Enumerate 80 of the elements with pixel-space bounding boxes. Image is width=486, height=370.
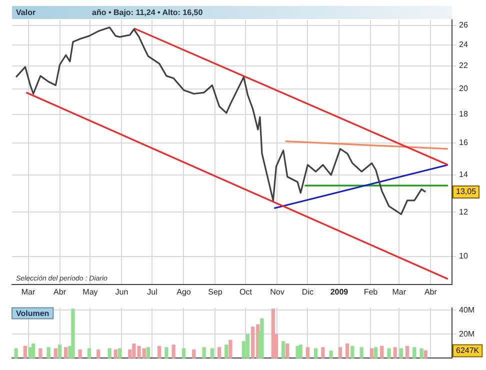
bar bbox=[281, 341, 286, 358]
x-tick-label: Mar bbox=[21, 287, 36, 296]
bar bbox=[54, 348, 58, 358]
y-tick-label: 18 bbox=[459, 110, 468, 119]
y-tick-label: 20 bbox=[459, 84, 468, 94]
bar bbox=[224, 344, 228, 358]
bar bbox=[96, 349, 100, 358]
y-tick-label: 24 bbox=[459, 40, 468, 50]
bar bbox=[32, 343, 36, 358]
bar bbox=[380, 346, 384, 358]
bar bbox=[296, 346, 300, 358]
bar bbox=[260, 318, 264, 358]
y-tick-label: 40M bbox=[459, 305, 475, 314]
text: 6247K bbox=[456, 346, 480, 355]
bar bbox=[228, 340, 232, 358]
bar bbox=[64, 347, 68, 358]
x-tick-label: May bbox=[82, 287, 98, 296]
bar bbox=[387, 348, 391, 358]
x-tick-label: Dic bbox=[302, 287, 314, 296]
y-tick-label: 14 bbox=[459, 170, 468, 180]
bar bbox=[321, 347, 325, 358]
bar bbox=[23, 346, 28, 358]
bar bbox=[246, 334, 250, 358]
bar bbox=[329, 350, 333, 358]
x-tick-label: Oct bbox=[239, 287, 253, 296]
bar bbox=[164, 347, 168, 358]
bar bbox=[286, 343, 290, 358]
bar bbox=[202, 347, 206, 358]
x-tick-label: Sep bbox=[208, 287, 223, 296]
bar bbox=[108, 348, 112, 358]
bar bbox=[118, 348, 122, 358]
bar bbox=[146, 347, 150, 358]
bar bbox=[71, 308, 75, 358]
bar bbox=[360, 347, 364, 358]
bar bbox=[399, 348, 404, 358]
x-tick-label: Abr bbox=[424, 287, 438, 296]
bar bbox=[374, 347, 378, 358]
bar bbox=[346, 343, 350, 358]
bar bbox=[424, 350, 428, 358]
bar bbox=[338, 347, 342, 358]
bar bbox=[217, 347, 222, 358]
text: Valor bbox=[16, 8, 36, 18]
bar bbox=[393, 347, 397, 358]
y-tick-label: 22 bbox=[459, 61, 468, 70]
bar bbox=[350, 346, 354, 358]
bar bbox=[405, 346, 410, 358]
x-tick-label: Ago bbox=[176, 287, 192, 296]
bar bbox=[370, 348, 374, 358]
bar bbox=[306, 347, 310, 358]
bar bbox=[158, 346, 162, 358]
bar bbox=[38, 348, 42, 358]
text: año • Bajo: 11,24 • Alto: 16,50 bbox=[92, 8, 204, 18]
bar bbox=[114, 349, 118, 358]
y-tick-label: 26 bbox=[459, 20, 468, 30]
bar bbox=[172, 344, 176, 358]
y-tick-label: 12 bbox=[459, 207, 468, 216]
bar bbox=[298, 344, 302, 358]
bar bbox=[78, 349, 82, 358]
x-tick-label: Mar bbox=[392, 287, 406, 296]
chart-title: Volumen bbox=[16, 309, 50, 318]
x-tick-label: Nov bbox=[270, 287, 284, 296]
bar bbox=[182, 348, 186, 358]
x-tick-label: 2009 bbox=[330, 287, 349, 296]
x-tick-label: Abr bbox=[54, 287, 66, 296]
bar bbox=[87, 348, 92, 358]
x-tick-label: Jun bbox=[115, 287, 128, 296]
bar bbox=[58, 344, 62, 358]
bar bbox=[420, 348, 424, 358]
y-tick-label: 10 bbox=[459, 251, 468, 260]
text: 13,05 bbox=[456, 187, 477, 196]
x-tick-label: Jul bbox=[147, 287, 158, 296]
bar bbox=[46, 347, 50, 358]
y-tick-label: 16 bbox=[459, 138, 468, 147]
bar bbox=[412, 347, 416, 358]
x-tick-label: Feb bbox=[364, 287, 378, 296]
bar bbox=[14, 348, 18, 358]
bar bbox=[210, 348, 214, 358]
bar bbox=[192, 349, 196, 358]
y-tick-label: 20M bbox=[459, 329, 475, 338]
bar bbox=[314, 348, 318, 358]
